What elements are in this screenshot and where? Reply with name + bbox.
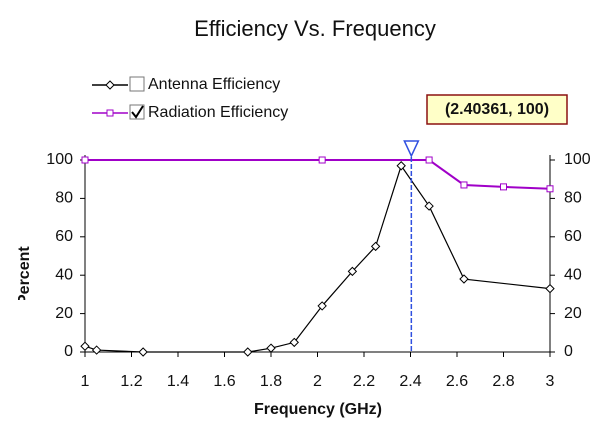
x-tick-label: 3 bbox=[546, 373, 555, 390]
y2-tick-label: 40 bbox=[564, 266, 582, 283]
y-tick-label: 60 bbox=[55, 228, 73, 245]
point-marker bbox=[424, 201, 434, 211]
point-marker bbox=[317, 301, 327, 311]
x-tick-label: 1.2 bbox=[120, 373, 142, 390]
point-marker bbox=[545, 283, 555, 294]
x-tick-label: 1.6 bbox=[213, 373, 235, 390]
point-marker bbox=[546, 185, 554, 193]
series-line bbox=[85, 159, 551, 190]
point-marker bbox=[500, 183, 507, 191]
point-marker bbox=[289, 337, 299, 348]
legend-label: Antenna Efficiency bbox=[148, 76, 280, 93]
point-marker bbox=[105, 80, 115, 90]
y2-tick-label: 20 bbox=[564, 305, 582, 322]
legend-label: Radiation Efficiency bbox=[148, 104, 288, 121]
chart-title: Efficiency Vs. Frequency bbox=[194, 16, 436, 41]
point-marker bbox=[91, 345, 102, 355]
point-marker bbox=[266, 343, 276, 353]
point-marker bbox=[81, 156, 89, 164]
point-marker bbox=[80, 341, 90, 351]
point-marker bbox=[318, 156, 326, 164]
y-tick-label: 0 bbox=[64, 343, 73, 360]
x-tick-label: 1.4 bbox=[167, 373, 189, 390]
cursor-box bbox=[426, 94, 568, 125]
point-marker bbox=[370, 241, 381, 252]
check-mark bbox=[131, 105, 144, 119]
point-marker bbox=[425, 156, 433, 164]
x-tick-label: 1 bbox=[81, 373, 90, 390]
y2-tick-label: 80 bbox=[564, 190, 582, 207]
y2-tick-label: 60 bbox=[564, 228, 582, 245]
point-marker bbox=[243, 347, 253, 357]
y-label-clip: Percent bbox=[16, 246, 33, 305]
cursor-label: (2.40361, 100) bbox=[445, 101, 549, 118]
y-tick-label: 20 bbox=[55, 305, 73, 322]
y-tick-label: 80 bbox=[55, 190, 73, 207]
y-tick-label: 40 bbox=[55, 266, 73, 283]
x-tick-label: 1.8 bbox=[260, 373, 282, 390]
point-marker bbox=[459, 274, 469, 284]
cursor-handle[interactable] bbox=[403, 140, 420, 158]
y-tick-label: 100 bbox=[46, 151, 73, 168]
x-tick-label: 2.4 bbox=[399, 373, 421, 390]
x-tick-label: 2.8 bbox=[492, 373, 514, 390]
x-tick-label: 2.2 bbox=[353, 373, 375, 390]
point-marker bbox=[347, 266, 358, 277]
point-marker bbox=[396, 161, 406, 171]
series-line bbox=[84, 164, 551, 353]
point-marker bbox=[460, 181, 468, 189]
x-tick-label: 2.6 bbox=[446, 373, 468, 390]
y-axis-label: Percent bbox=[16, 246, 33, 305]
point-marker bbox=[138, 347, 148, 357]
y2-tick-label: 100 bbox=[564, 151, 591, 168]
point-marker bbox=[106, 109, 114, 117]
y2-tick-label: 0 bbox=[564, 343, 573, 360]
x-axis-label: Frequency (GHz) bbox=[254, 401, 382, 418]
x-tick-label: 2 bbox=[313, 373, 322, 390]
legend-checkbox[interactable] bbox=[129, 76, 145, 92]
